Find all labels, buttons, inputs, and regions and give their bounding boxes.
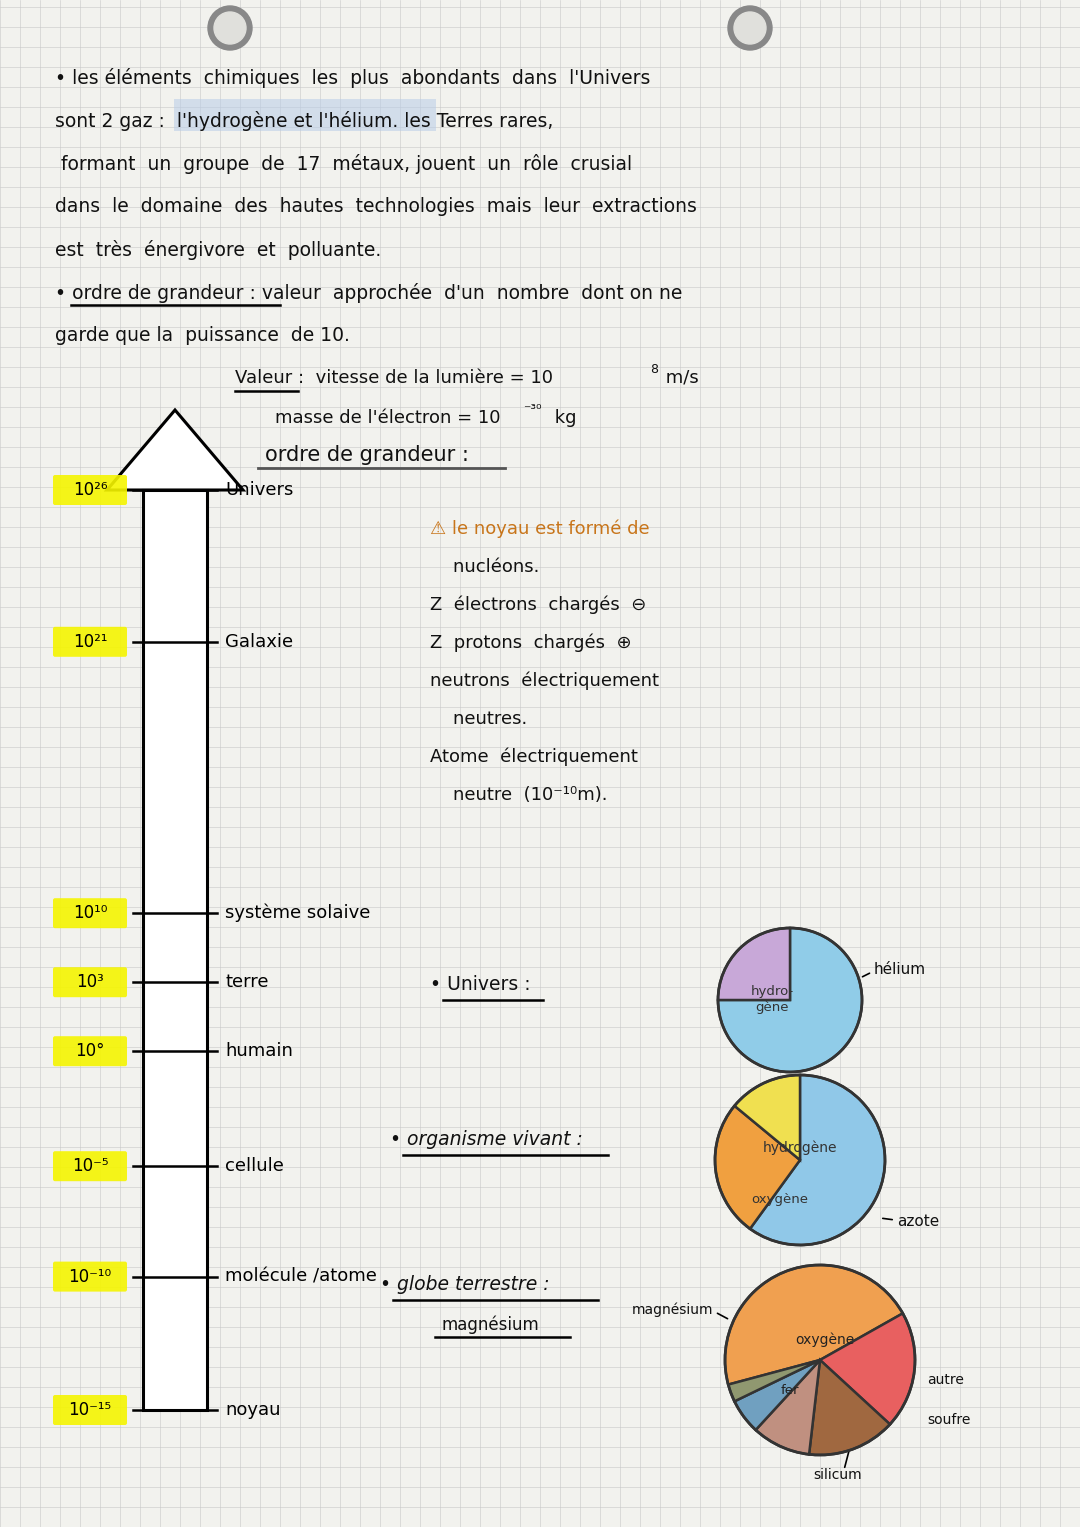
Text: ordre de grandeur :: ordre de grandeur : [265, 444, 469, 466]
Text: hydrogène: hydrogène [762, 1141, 837, 1156]
Text: cellule: cellule [225, 1157, 284, 1176]
Wedge shape [820, 1313, 915, 1425]
Text: • Univers :: • Univers : [430, 976, 530, 994]
Text: 10⁻¹⁵: 10⁻¹⁵ [68, 1400, 111, 1419]
Text: neutres.: neutres. [430, 710, 527, 728]
Text: 10¹⁰: 10¹⁰ [72, 904, 107, 922]
Wedge shape [750, 1075, 885, 1245]
FancyBboxPatch shape [53, 475, 127, 505]
Text: noyau: noyau [225, 1400, 281, 1419]
Text: Valeur :  vitesse de la lumière = 10: Valeur : vitesse de la lumière = 10 [235, 370, 553, 386]
FancyBboxPatch shape [53, 967, 127, 997]
Text: système solaive: système solaive [225, 904, 370, 922]
Text: Atome  électriquement: Atome électriquement [430, 748, 638, 767]
Wedge shape [715, 1106, 800, 1229]
Polygon shape [107, 411, 243, 490]
Text: azote: azote [897, 1214, 940, 1229]
Wedge shape [725, 1264, 903, 1385]
Text: 8: 8 [650, 363, 658, 376]
Text: terre: terre [225, 973, 269, 991]
Text: soufre: soufre [927, 1412, 970, 1428]
Text: molécule /atome: molécule /atome [225, 1267, 377, 1286]
Text: magnésium: magnésium [441, 1315, 539, 1333]
Wedge shape [734, 1075, 800, 1161]
Text: • les éléments  chimiques  les  plus  abondants  dans  l'Univers: • les éléments chimiques les plus abonda… [55, 69, 650, 89]
Text: 10²⁶: 10²⁶ [72, 481, 107, 499]
Text: fer: fer [781, 1383, 799, 1397]
Text: oxygène: oxygène [795, 1333, 854, 1347]
Text: est  très  énergivore  et  polluante.: est très énergivore et polluante. [55, 240, 381, 260]
Text: Univers: Univers [225, 481, 294, 499]
Circle shape [728, 6, 772, 50]
Wedge shape [728, 1361, 820, 1402]
Text: hydro-: hydro- [751, 985, 794, 999]
Wedge shape [718, 928, 789, 1000]
Text: silicum: silicum [813, 1467, 862, 1483]
Text: humain: humain [225, 1043, 293, 1060]
Text: m/s: m/s [660, 370, 699, 386]
Text: • globe terrestre :: • globe terrestre : [380, 1275, 550, 1293]
Text: Z  électrons  chargés  ⊖: Z électrons chargés ⊖ [430, 596, 646, 614]
Text: magnésium: magnésium [632, 1303, 713, 1318]
Bar [143, 490, 207, 1409]
Text: gène: gène [755, 1002, 788, 1014]
Text: oxygène: oxygène [752, 1194, 809, 1206]
Text: neutre  (10⁻¹⁰m).: neutre (10⁻¹⁰m). [430, 786, 607, 805]
Text: • organisme vivant :: • organisme vivant : [390, 1130, 583, 1148]
Text: hélium: hélium [874, 962, 927, 977]
Text: 10⁻¹⁰: 10⁻¹⁰ [68, 1267, 111, 1286]
Circle shape [734, 12, 766, 44]
Circle shape [214, 12, 246, 44]
Wedge shape [809, 1361, 890, 1455]
Text: 10²¹: 10²¹ [72, 632, 107, 651]
FancyBboxPatch shape [53, 898, 127, 928]
Text: autre: autre [927, 1373, 963, 1387]
Wedge shape [718, 928, 862, 1072]
Text: ⁻³⁰: ⁻³⁰ [523, 403, 541, 417]
Wedge shape [734, 1361, 820, 1429]
Text: neutrons  électriquement: neutrons électriquement [430, 672, 659, 690]
Text: • ordre de grandeur : valeur  approchée  d'un  nombre  dont on ne: • ordre de grandeur : valeur approchée d… [55, 282, 683, 302]
Text: garde que la  puissance  de 10.: garde que la puissance de 10. [55, 325, 350, 345]
Text: 10°: 10° [76, 1043, 105, 1060]
Text: sont 2 gaz :  l'hydrogène et l'hélium. les Terres rares,: sont 2 gaz : l'hydrogène et l'hélium. le… [55, 111, 553, 131]
FancyBboxPatch shape [53, 1396, 127, 1425]
FancyBboxPatch shape [174, 99, 436, 131]
Text: masse de l'électron = 10: masse de l'électron = 10 [275, 409, 500, 428]
Text: ⚠ le noyau est formé de: ⚠ le noyau est formé de [430, 521, 650, 539]
Text: Galaxie: Galaxie [225, 632, 293, 651]
Wedge shape [756, 1361, 820, 1454]
FancyBboxPatch shape [53, 1151, 127, 1182]
Text: Z  protons  chargés  ⊕: Z protons chargés ⊕ [430, 634, 632, 652]
Text: 10⁻⁵: 10⁻⁵ [71, 1157, 108, 1176]
FancyBboxPatch shape [53, 1037, 127, 1066]
FancyBboxPatch shape [53, 1261, 127, 1292]
Text: 10³: 10³ [76, 973, 104, 991]
Text: dans  le  domaine  des  hautes  technologies  mais  leur  extractions: dans le domaine des hautes technologies … [55, 197, 697, 215]
Circle shape [208, 6, 252, 50]
FancyBboxPatch shape [53, 626, 127, 657]
Text: formant  un  groupe  de  17  métaux, jouent  un  rôle  crusial: formant un groupe de 17 métaux, jouent u… [55, 154, 632, 174]
Text: nucléons.: nucléons. [430, 557, 539, 576]
Text: kg: kg [549, 409, 577, 428]
